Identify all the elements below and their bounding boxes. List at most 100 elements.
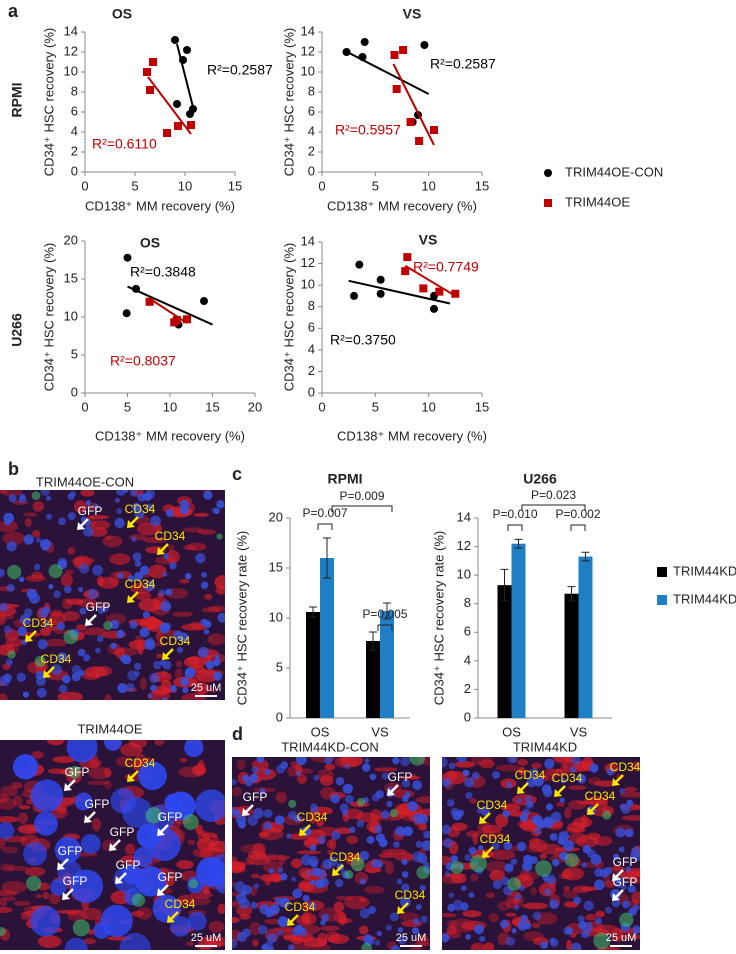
stain-red — [115, 756, 133, 767]
nucleus — [26, 588, 37, 600]
nucleus — [286, 833, 292, 839]
cell-label: GFP — [58, 844, 83, 858]
nucleus — [169, 685, 177, 692]
r-squared: R²=0.7749 — [413, 259, 479, 275]
stain-red — [135, 753, 146, 767]
chart-title: OS — [112, 6, 132, 22]
nucleus — [308, 855, 319, 867]
error-bar — [514, 538, 523, 549]
nucleus — [542, 817, 554, 829]
p-value: P=0.002 — [555, 507, 600, 521]
stain-red — [568, 785, 587, 791]
nucleus — [116, 629, 125, 639]
nucleus — [558, 839, 565, 846]
stain-red — [490, 849, 516, 860]
nucleus — [460, 902, 469, 911]
stain-red — [451, 875, 467, 884]
nucleus — [268, 868, 275, 874]
nucleus — [390, 945, 401, 950]
stain-red — [194, 682, 210, 695]
stain-red — [109, 553, 131, 565]
x-tick-label: 15 — [475, 399, 489, 414]
stain-red — [471, 757, 494, 766]
nucleus — [581, 862, 587, 868]
nucleus — [123, 490, 129, 493]
x-tick-label: OS — [502, 724, 521, 739]
cell-label: CD34 — [552, 771, 583, 785]
bracket — [317, 523, 333, 530]
stain-red — [561, 867, 585, 881]
y-tick-label: 0 — [308, 163, 315, 178]
arrow-head — [25, 634, 33, 642]
stain-red — [142, 536, 167, 544]
nucleus — [381, 810, 390, 819]
stain-red — [416, 934, 430, 947]
point — [376, 289, 385, 298]
nucleus — [522, 861, 533, 872]
nucleus — [71, 672, 81, 682]
fit-line — [147, 76, 192, 135]
nucleus — [201, 571, 208, 578]
stain-red — [102, 535, 123, 548]
nucleus — [274, 897, 282, 905]
stain-red — [346, 835, 359, 845]
nucleus — [501, 876, 510, 886]
stain-red — [47, 768, 67, 775]
nucleus — [442, 757, 448, 768]
stain-red — [624, 786, 637, 793]
arrow-head — [157, 828, 165, 836]
nucleus — [114, 497, 120, 503]
nucleus — [100, 904, 133, 937]
stain-red — [181, 623, 207, 631]
stain-red — [181, 692, 207, 700]
nucleus — [16, 672, 26, 682]
y-tick-label: 10 — [301, 63, 315, 78]
cell-label: CD34 — [395, 888, 426, 902]
stain-green — [26, 875, 42, 891]
nucleus — [3, 625, 12, 634]
nucleus — [385, 924, 392, 931]
stain-red — [130, 910, 145, 917]
stain-red — [214, 575, 225, 589]
stain-red — [489, 870, 506, 882]
nucleus — [280, 761, 289, 769]
error-bar — [309, 606, 317, 618]
stain-red — [154, 740, 165, 746]
nucleus — [375, 860, 384, 868]
legend-marker — [544, 199, 552, 207]
nucleus — [549, 937, 556, 944]
panel-letter: a — [8, 1, 19, 21]
y-tick-label: 8 — [308, 298, 315, 313]
r-squared: R²=0.6110 — [92, 136, 157, 152]
stain-red — [37, 935, 62, 948]
stain-red — [310, 944, 331, 950]
arrow-head — [612, 873, 620, 881]
stain-red — [418, 822, 427, 831]
nucleus — [165, 509, 174, 518]
stain-red — [86, 515, 110, 520]
nucleus — [291, 928, 300, 937]
stain-red — [249, 921, 262, 936]
stain-red — [207, 633, 225, 646]
stain-red — [470, 873, 479, 882]
nucleus — [277, 929, 284, 936]
y-tick-label: 5 — [71, 346, 78, 361]
y-axis-label: CD34⁺ HSC recovery rate (%) — [234, 531, 249, 705]
stain-red — [0, 785, 18, 797]
nucleus — [145, 490, 156, 499]
chart-title: VS — [419, 232, 438, 248]
nucleus — [96, 635, 104, 642]
row-label: U266 — [9, 313, 25, 347]
nucleus — [147, 693, 153, 699]
nucleus — [576, 774, 587, 784]
bar — [380, 611, 394, 718]
nucleus — [149, 672, 160, 684]
stain-red — [62, 610, 80, 622]
stain-red — [64, 569, 75, 575]
nucleus — [159, 659, 166, 666]
stain-red — [172, 611, 194, 617]
nucleus — [182, 687, 189, 694]
nucleus — [247, 815, 259, 826]
stain-red — [631, 761, 640, 772]
